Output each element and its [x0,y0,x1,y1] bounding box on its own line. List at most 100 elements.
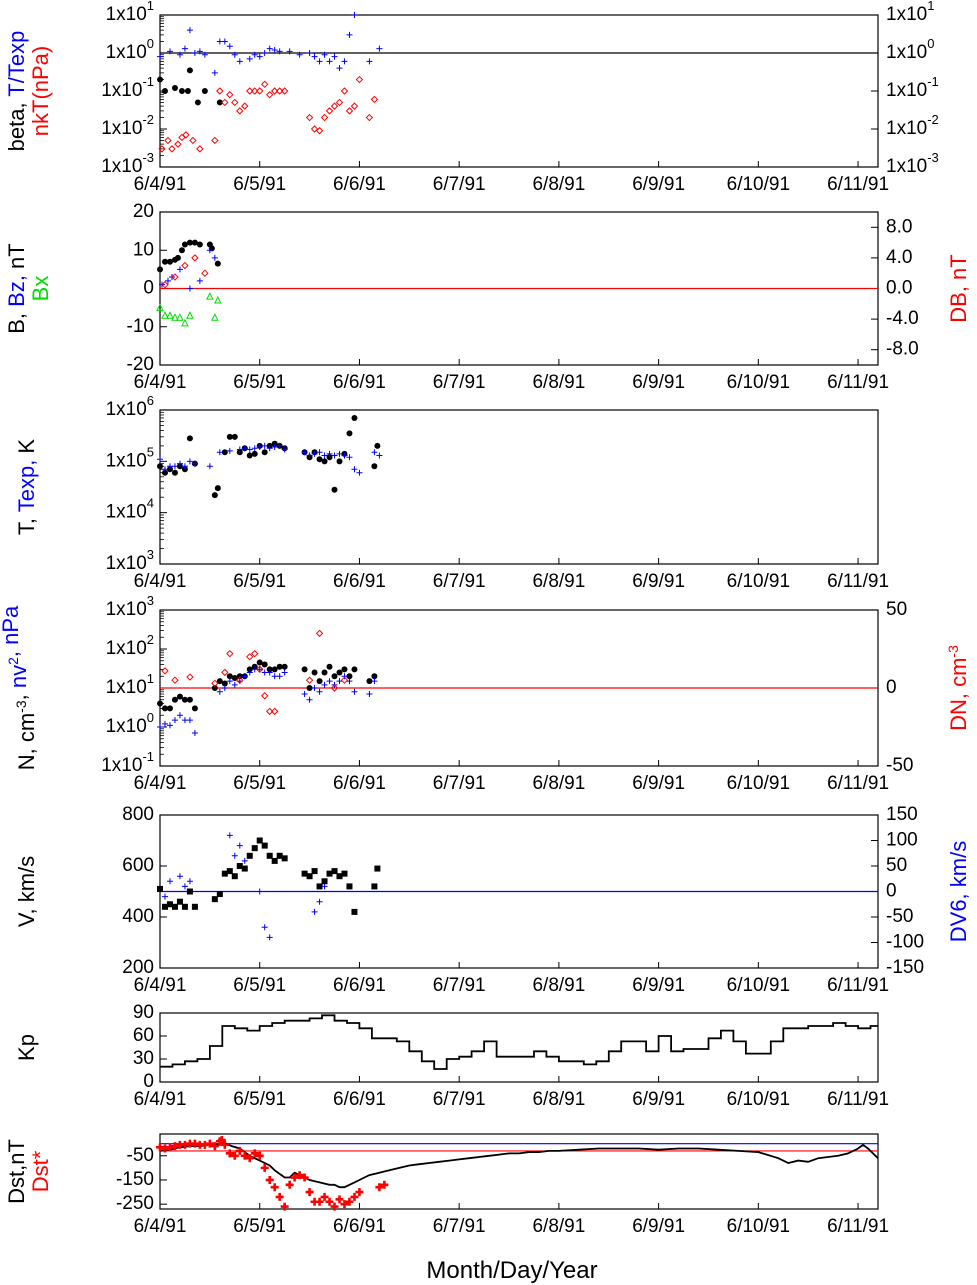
x-tick-label: 6/9/91 [632,975,685,996]
y-tick-label: 200 [122,957,154,978]
data-point [171,469,178,476]
x-tick-label: 6/4/91 [134,1089,187,1110]
data-point [186,239,193,246]
x-tick-label: 6/7/91 [433,571,486,592]
data-point [376,45,383,52]
data-point [330,684,339,692]
x-tick-label: 6/8/91 [532,1216,585,1237]
data-point [336,450,343,457]
data-point [285,1180,294,1189]
data-point [346,454,353,461]
data-point [321,51,328,58]
data-point [221,870,228,877]
x-tick-label: 6/6/91 [333,1216,386,1237]
data-point [246,666,253,673]
data-point [236,446,243,453]
data-point [226,678,233,685]
data-point [276,852,283,859]
data-point [191,460,198,467]
data-point [221,98,229,107]
y-tick-label: 30 [133,1048,154,1069]
y-tick-label: 1x105 [106,445,154,472]
data-point [181,241,188,248]
x-tick-label: 6/10/91 [727,1216,790,1237]
data-point [316,456,323,463]
data-point [178,247,185,254]
data-point [231,873,238,880]
data-point [255,1151,264,1160]
data-point [271,857,278,864]
right-tick-label: 1x10-3 [886,150,939,177]
data-point [226,43,233,50]
data-point [321,681,328,688]
data-point [261,692,269,700]
y-axis-label-secondary: Dst* [28,1150,53,1192]
data-point [356,469,363,476]
data-point [316,883,323,890]
y-axis-label: beta, T/Texp [4,31,29,152]
data-point [256,665,264,673]
y-tick-label: 800 [122,804,154,825]
data-point [326,663,333,670]
data-point [271,440,278,447]
x-tick-label: 6/11/91 [827,773,889,794]
x-tick-label: 6/11/91 [827,372,889,393]
data-point [186,458,193,465]
plot-frame-beta [159,14,879,168]
data-point [271,666,278,673]
data-point [276,673,283,680]
data-point [181,883,188,890]
data-point [340,676,349,684]
data-point [251,445,258,452]
data-point [365,113,374,122]
data-point [256,87,264,95]
data-point [305,113,314,122]
x-tick-label: 6/8/91 [532,571,585,592]
data-point [226,447,233,454]
data-point [191,50,198,56]
data-point [161,903,168,910]
data-point [171,463,178,470]
x-tick-label: 6/4/91 [134,372,187,393]
data-point [166,311,174,319]
data-point [206,463,213,470]
data-point [256,888,263,895]
data-point [171,84,178,91]
y-tick-label: -10 [127,316,154,337]
data-point [251,649,259,658]
data-point [225,1149,234,1158]
data-point [270,87,279,95]
data-point [157,266,163,273]
data-point [351,688,358,695]
data-point [311,685,318,691]
data-point [157,885,163,892]
data-point [206,292,214,300]
data-point [251,845,258,852]
data-point [251,450,258,457]
data-point [181,261,189,270]
data-point [191,239,198,246]
data-point [216,678,223,685]
data-point [310,125,319,133]
data-point [171,903,178,910]
data-point [331,452,338,459]
x-tick-label: 6/11/91 [827,174,889,195]
y-tick-label: -50 [127,1145,154,1166]
data-point [276,48,283,55]
data-point [186,717,193,724]
data-point [271,46,278,53]
data-point [166,705,173,712]
data-point [226,673,233,680]
x-tick-label: 6/5/91 [233,773,286,794]
data-point [251,87,259,95]
data-point [236,863,243,869]
x-tick-label: 6/11/91 [827,975,889,996]
data-point [201,269,209,277]
data-point [266,934,273,941]
data-point [241,857,248,864]
data-point [331,53,338,60]
data-point [336,678,343,685]
data-point [331,673,338,680]
data-point [157,53,163,60]
data-point [166,722,173,729]
